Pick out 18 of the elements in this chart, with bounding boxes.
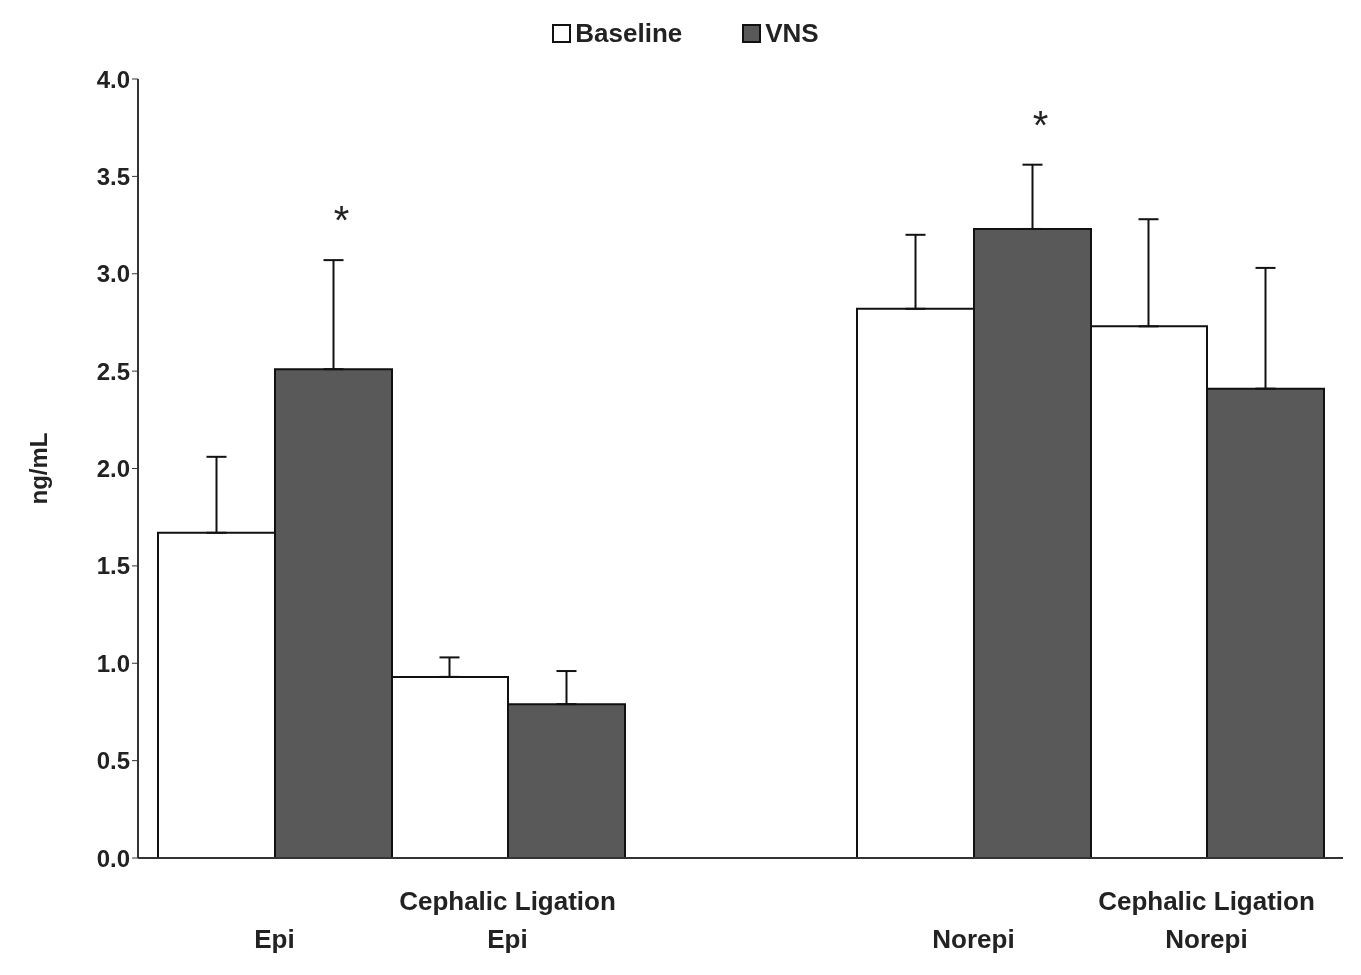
- x-tick-label: Cephalic Ligation Epi: [399, 886, 616, 954]
- y-axis-title: ng/mL: [24, 432, 52, 505]
- y-tick-label: 0.0: [96, 844, 130, 872]
- annotation: *: [333, 198, 350, 243]
- x-tick-label: Epi: [254, 924, 295, 954]
- y-tick-label: 3.0: [96, 260, 130, 288]
- y-tick-label: 1.0: [96, 649, 130, 677]
- x-tick-label: Cephalic Ligation Norepi: [1098, 886, 1315, 954]
- y-tick-label: 2.5: [96, 357, 130, 385]
- legend-label: VNS: [765, 18, 819, 49]
- y-tick-label: 0.5: [96, 747, 130, 775]
- legend-label: Baseline: [575, 18, 683, 49]
- y-tick-label: 4.0: [96, 65, 130, 93]
- y-tick-label: 3.5: [96, 162, 130, 190]
- annotation: *: [1032, 102, 1049, 147]
- y-tick-label: 1.5: [96, 552, 130, 580]
- x-tick-label: Norepi: [932, 924, 1015, 954]
- y-tick-label: 2.0: [96, 455, 130, 483]
